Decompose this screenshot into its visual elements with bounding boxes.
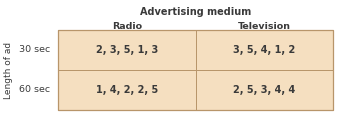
Text: 3, 5, 4, 1, 2: 3, 5, 4, 1, 2 bbox=[233, 45, 295, 55]
Text: Radio: Radio bbox=[112, 22, 142, 31]
Text: 1, 4, 2, 2, 5: 1, 4, 2, 2, 5 bbox=[95, 85, 158, 95]
Text: 2, 3, 5, 1, 3: 2, 3, 5, 1, 3 bbox=[95, 45, 158, 55]
Text: 30 sec: 30 sec bbox=[19, 45, 50, 54]
FancyBboxPatch shape bbox=[195, 30, 333, 70]
Text: Advertising medium: Advertising medium bbox=[140, 7, 251, 17]
FancyBboxPatch shape bbox=[58, 30, 195, 70]
Text: Television: Television bbox=[238, 22, 291, 31]
Text: 2, 5, 3, 4, 4: 2, 5, 3, 4, 4 bbox=[233, 85, 295, 95]
Text: Length of ad: Length of ad bbox=[4, 41, 14, 99]
FancyBboxPatch shape bbox=[58, 70, 195, 110]
Text: 60 sec: 60 sec bbox=[19, 85, 50, 95]
FancyBboxPatch shape bbox=[195, 70, 333, 110]
